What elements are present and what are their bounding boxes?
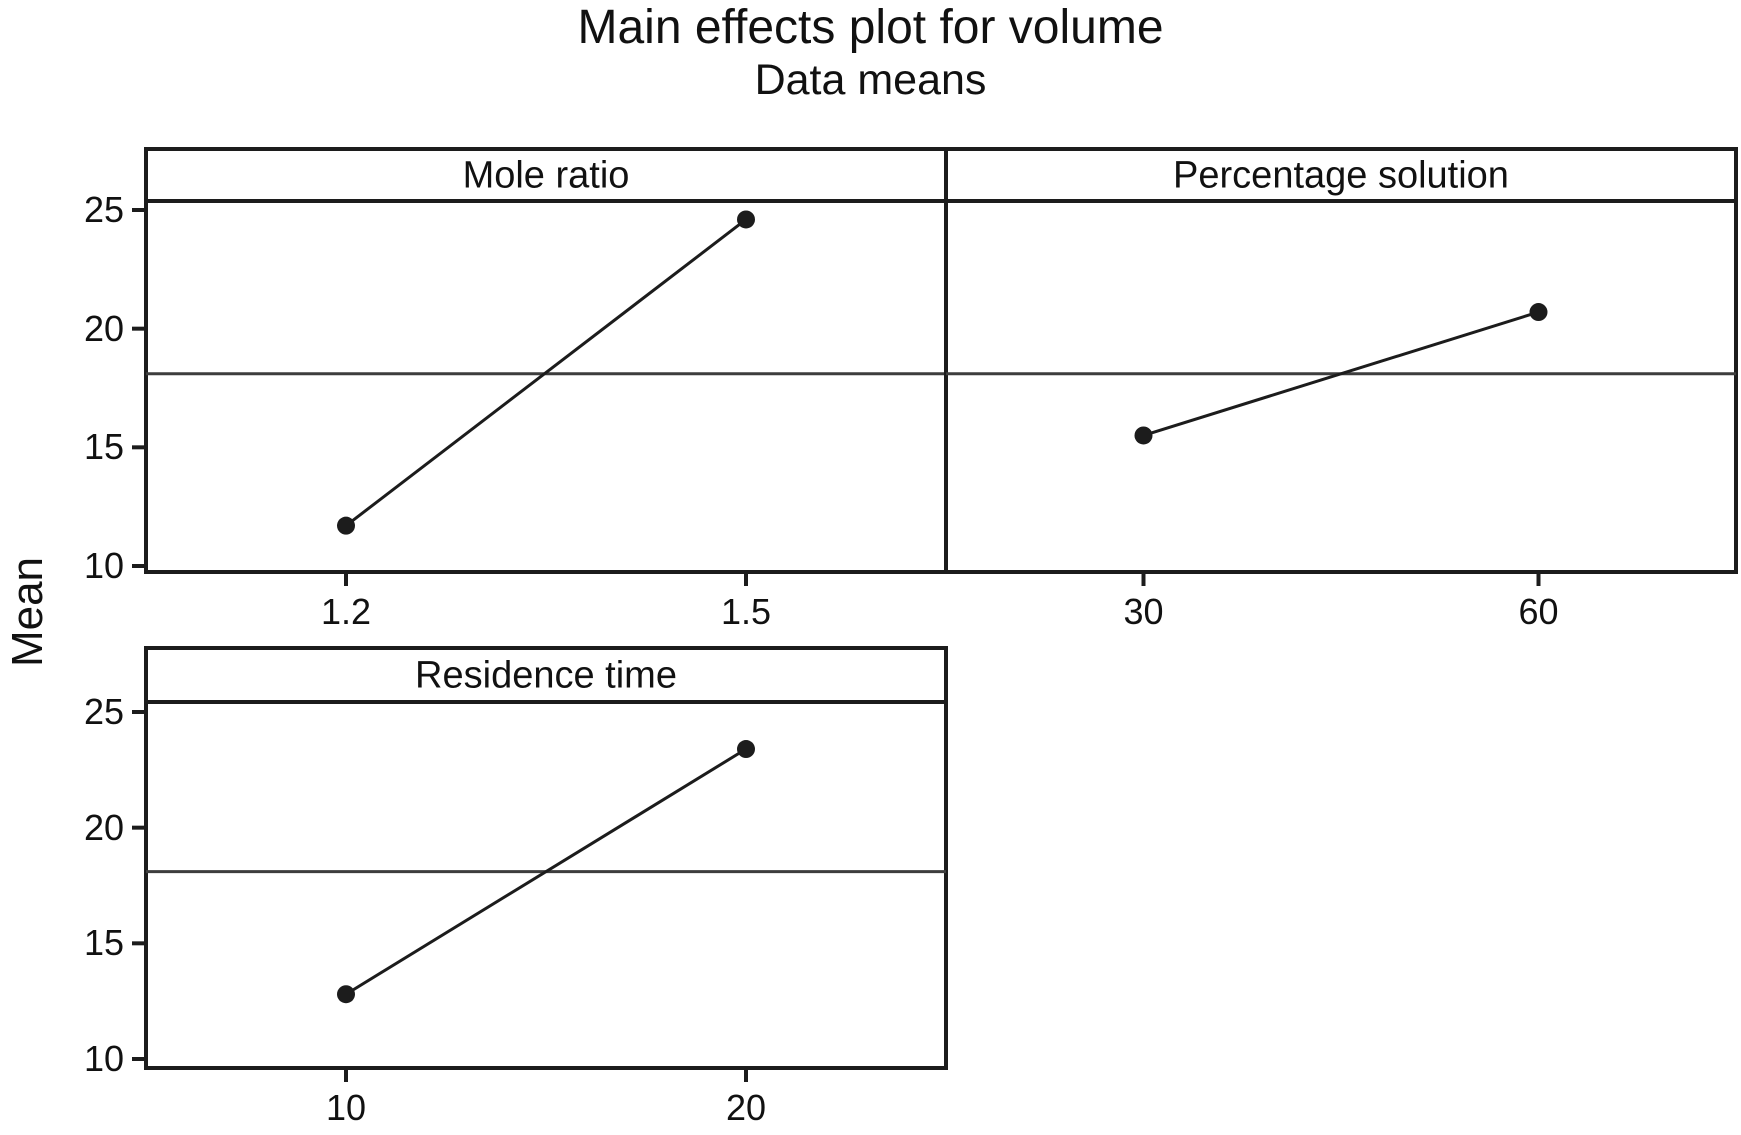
y-tick-label: 25	[83, 691, 124, 732]
y-tick-label: 10	[83, 1037, 124, 1079]
chart-title: Main effects plot for volume	[577, 1, 1164, 54]
panel-header-label: Mole ratio	[462, 154, 630, 197]
x-tick-label: 20	[725, 1087, 767, 1128]
data-point	[337, 985, 355, 1004]
y-tick-label: 10	[83, 544, 124, 586]
series-line	[345, 218, 747, 527]
chart-subtitle: Data means	[754, 56, 987, 104]
y-tick-label: 25	[83, 189, 124, 230]
data-point	[737, 740, 755, 759]
series-line	[345, 747, 747, 996]
panel-header-label: Residence time	[415, 654, 677, 697]
y-tick-label: 15	[83, 922, 124, 964]
panel-border	[144, 646, 948, 1070]
y-tick-label: 15	[83, 426, 124, 468]
x-tick-label: 1.5	[720, 591, 772, 632]
y-tick-label: 20	[83, 307, 124, 349]
data-point	[1134, 426, 1153, 445]
panel-border	[944, 147, 1738, 574]
data-point	[737, 210, 755, 229]
series-line	[1143, 310, 1539, 437]
panel-border	[144, 147, 948, 574]
data-point	[337, 516, 355, 535]
x-tick-label: 10	[325, 1087, 367, 1128]
y-tick-label: 20	[83, 806, 124, 848]
x-tick-label: 60	[1518, 591, 1559, 632]
x-tick-label: 30	[1123, 591, 1164, 632]
panel-header-label: Percentage solution	[1173, 154, 1509, 197]
x-tick-label: 1.2	[320, 591, 372, 632]
data-point	[1529, 303, 1548, 322]
